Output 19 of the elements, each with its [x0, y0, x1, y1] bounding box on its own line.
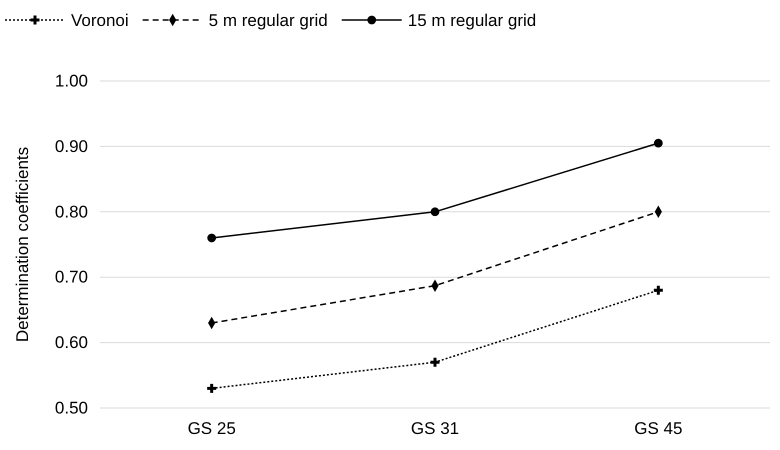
x-tick-label: GS 31 [410, 419, 460, 438]
point [207, 234, 216, 242]
y-tick-label: 0.50 [54, 398, 88, 418]
legend-label: 15 m regular grid [408, 10, 536, 30]
x-tick-label: GS 25 [188, 419, 236, 438]
point [654, 286, 663, 295]
point [207, 384, 216, 393]
legend-label: Voronoi [71, 10, 129, 30]
y-tick-label: 0.60 [54, 333, 88, 352]
legend-label: 5 m regular grid [208, 10, 328, 30]
y-tick-label: 0.90 [54, 136, 88, 156]
y-tick-label: 0.80 [54, 202, 88, 222]
y-tick-label: 0.70 [54, 268, 88, 287]
x-tick-label: GS 45 [634, 419, 682, 438]
y-axis-title: Determination coefficients [13, 146, 32, 342]
point [430, 358, 440, 367]
point [430, 207, 440, 216]
point [654, 138, 663, 148]
y-tick-label: 1.00 [54, 71, 88, 90]
